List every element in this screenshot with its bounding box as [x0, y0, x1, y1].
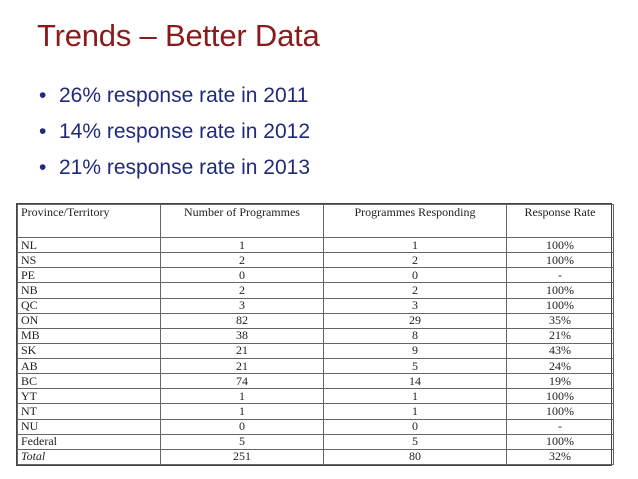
cell-province: NL	[17, 236, 161, 254]
cell-province: MB	[17, 327, 161, 344]
cell-number-of-programmes: 0	[160, 267, 324, 284]
header-province: Province/Territory	[17, 204, 161, 238]
cell-number-of-programmes: 38	[160, 327, 324, 344]
header-response-rate: Response Rate	[506, 204, 614, 238]
cell-response-rate: 100%	[506, 252, 614, 269]
bullet-item: • 21% response rate in 2013	[39, 150, 310, 186]
cell-programmes-responding: 1	[323, 403, 507, 420]
cell-programmes-responding: 2	[323, 282, 507, 299]
table-body: NL 1 1 100% NS 2 2 100% PE 0 0- NB 2 2 100% QC 3 3 100% ON 8…	[17, 236, 614, 466]
cell-response-rate: 100%	[506, 433, 614, 450]
table-row: NS 2 2 100%	[17, 252, 614, 269]
bullet-icon: •	[39, 84, 47, 107]
cell-response-rate: 100%	[506, 282, 614, 299]
cell-province: Federal	[17, 433, 161, 450]
cell-province: SK	[17, 342, 161, 360]
cell-programmes-responding: 9	[323, 342, 507, 360]
table-row: PE 0 0-	[17, 267, 614, 284]
cell-programmes-responding: 0	[323, 267, 507, 284]
cell-province: BC	[17, 373, 161, 390]
cell-programmes-responding: 8	[323, 327, 507, 344]
cell-response-rate: 100%	[506, 388, 614, 405]
cell-number-of-programmes: 3	[160, 297, 324, 314]
table-row: QC 3 3 100%	[17, 297, 614, 314]
response-table-frame: Province/Territory Number of Programmes …	[16, 203, 614, 466]
cell-province: NU	[17, 418, 161, 435]
cell-total-label: Total	[17, 448, 161, 466]
header-number-of-programmes: Number of Programmes	[160, 204, 324, 238]
table-row: NT 1 1 100%	[17, 403, 614, 420]
cell-province: AB	[17, 357, 161, 375]
bullet-text: 26% response rate in 2011	[59, 84, 309, 107]
cell-response-rate: 19%	[506, 373, 614, 390]
cell-province: NT	[17, 403, 161, 420]
header-programmes-responding: Programmes Responding	[323, 204, 507, 238]
cell-programmes-responding: 29	[323, 312, 507, 329]
cell-province: PE	[17, 267, 161, 284]
cell-number-of-programmes: 74	[160, 373, 324, 390]
cell-number-of-programmes: 2	[160, 252, 324, 269]
bullet-text: 14% response rate in 2012	[59, 120, 311, 143]
bullet-item: • 14% response rate in 2012	[39, 114, 310, 150]
cell-response-rate: -	[506, 267, 614, 284]
cell-number-of-programmes: 1	[160, 403, 324, 420]
cell-programmes-responding: 14	[323, 373, 507, 390]
cell-programmes-responding: 2	[323, 252, 507, 269]
cell-response-rate: 100%	[506, 403, 614, 420]
table-row: Federal 5 5 100%	[17, 433, 614, 450]
cell-response-rate: 21%	[506, 327, 614, 344]
slide-title: Trends – Better Data	[37, 18, 320, 53]
table-row: NB 2 2 100%	[17, 282, 614, 299]
cell-total-programmes: 251	[160, 448, 324, 466]
table-total-row: Total 251 80 32%	[17, 448, 614, 466]
cell-number-of-programmes: 1	[160, 388, 324, 405]
response-rate-table: Province/Territory Number of Programmes …	[17, 204, 614, 466]
cell-province: NS	[17, 252, 161, 269]
cell-number-of-programmes: 82	[160, 312, 324, 329]
cell-programmes-responding: 0	[323, 418, 507, 435]
bullet-list: • 26% response rate in 2011 • 14% response…	[39, 78, 310, 186]
cell-programmes-responding: 3	[323, 297, 507, 314]
table-row: MB 38 8 21%	[17, 327, 614, 344]
cell-programmes-responding: 1	[323, 388, 507, 405]
table-row: AB 21 5 24%	[17, 357, 614, 375]
cell-total-rate: 32%	[506, 448, 614, 466]
cell-province: NB	[17, 282, 161, 299]
table-header-row: Province/Territory Number of Programmes …	[17, 204, 614, 238]
cell-response-rate: 35%	[506, 312, 614, 329]
table-row: ON 82 29 35%	[17, 312, 614, 329]
cell-number-of-programmes: 1	[160, 236, 324, 254]
table-row: SK 21 9 43%	[17, 342, 614, 360]
cell-response-rate: 100%	[506, 297, 614, 314]
cell-response-rate: -	[506, 418, 614, 435]
cell-province: QC	[17, 297, 161, 314]
table-row: BC 74 14 19%	[17, 373, 614, 390]
table-row: NL 1 1 100%	[17, 236, 614, 254]
cell-programmes-responding: 5	[323, 433, 507, 450]
cell-number-of-programmes: 2	[160, 282, 324, 299]
cell-response-rate: 24%	[506, 357, 614, 375]
table-row: NU 0 0-	[17, 418, 614, 435]
cell-response-rate: 43%	[506, 342, 614, 360]
cell-programmes-responding: 5	[323, 357, 507, 375]
bullet-icon: •	[39, 156, 47, 179]
table-row: YT 1 1 100%	[17, 388, 614, 405]
cell-number-of-programmes: 21	[160, 357, 324, 375]
cell-number-of-programmes: 21	[160, 342, 324, 360]
cell-province: YT	[17, 388, 161, 405]
bullet-text: 21% response rate in 2013	[59, 156, 311, 179]
cell-programmes-responding: 1	[323, 236, 507, 254]
cell-number-of-programmes: 5	[160, 433, 324, 450]
bullet-item: • 26% response rate in 2011	[39, 78, 310, 114]
cell-total-responding: 80	[323, 448, 507, 466]
cell-response-rate: 100%	[506, 236, 614, 254]
cell-province: ON	[17, 312, 161, 329]
bullet-icon: •	[39, 120, 47, 143]
cell-number-of-programmes: 0	[160, 418, 324, 435]
